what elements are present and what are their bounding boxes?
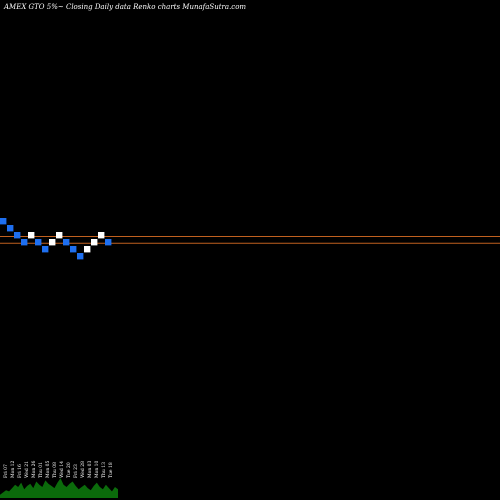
- renko-bricks: [0, 218, 112, 260]
- date-label-3: Wed 21: [24, 461, 30, 478]
- date-label-9: Tue 20: [66, 462, 72, 478]
- renko-brick-10: [70, 246, 77, 253]
- date-label-10: Fri 23: [73, 464, 79, 478]
- volume-series: [0, 478, 118, 498]
- renko-brick-9: [63, 239, 70, 246]
- renko-brick-12: [84, 246, 91, 253]
- date-label-0: Fri 07: [3, 464, 9, 478]
- date-label-13: Mon 10: [94, 460, 100, 478]
- renko-brick-7: [49, 239, 56, 246]
- renko-brick-6: [42, 246, 49, 253]
- volume-area: [0, 478, 118, 498]
- date-label-7: Thu 08: [52, 462, 58, 478]
- renko-brick-0: [0, 218, 7, 225]
- date-label-6: Mon 05: [45, 460, 51, 478]
- date-label-12: Mon 03: [87, 460, 93, 478]
- date-label-5: Thu 01: [38, 462, 44, 478]
- date-label-1: Mon 12: [10, 460, 16, 478]
- renko-brick-5: [35, 239, 42, 246]
- renko-brick-3: [21, 239, 28, 246]
- renko-brick-15: [105, 239, 112, 246]
- date-label-4: Mon 26: [31, 460, 37, 478]
- chart-title: AMEX GTO 5%~ Closing Daily data Renko ch…: [3, 3, 246, 11]
- date-label-14: Thu 13: [101, 462, 107, 478]
- renko-brick-2: [14, 232, 21, 239]
- renko-brick-11: [77, 253, 84, 260]
- date-label-2: Fri 16: [17, 464, 23, 478]
- date-label-11: Wed 28: [80, 461, 86, 478]
- renko-brick-8: [56, 232, 63, 239]
- renko-brick-1: [7, 225, 14, 232]
- date-label-15: Tue 18: [108, 462, 114, 478]
- renko-brick-13: [91, 239, 98, 246]
- date-labels: Fri 07 Mon 12 Fri 16 Wed 21 Mon 26 Thu 01 Mon …: [3, 460, 114, 478]
- renko-brick-4: [28, 232, 35, 239]
- renko-brick-14: [98, 232, 105, 239]
- price-lines: [0, 236, 500, 244]
- date-label-8: Wed 14: [59, 461, 65, 478]
